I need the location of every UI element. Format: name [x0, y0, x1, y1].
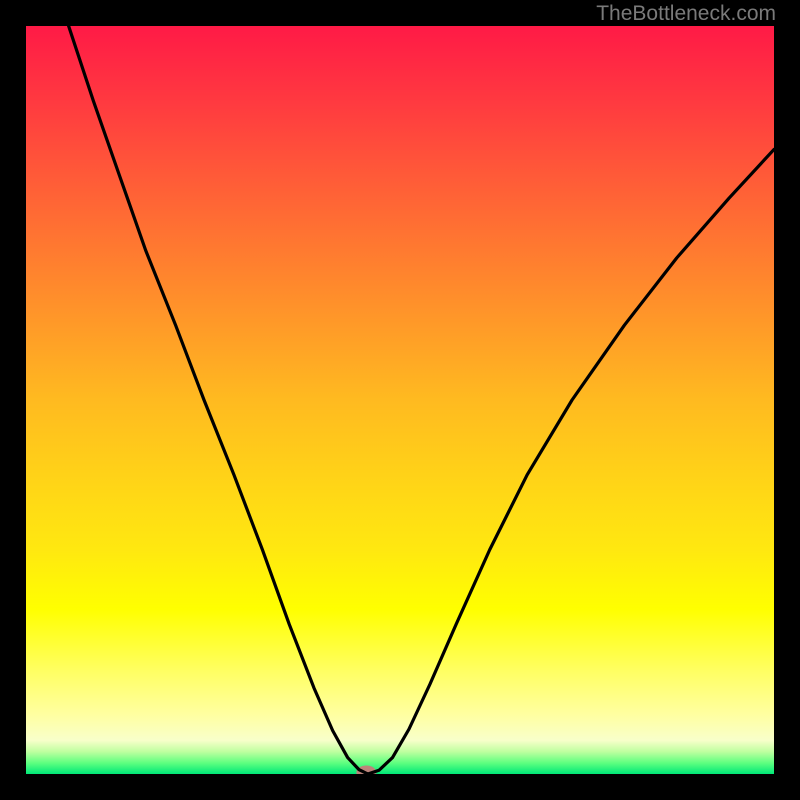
watermark-text: TheBottleneck.com	[596, 2, 776, 26]
bottleneck-curve	[69, 26, 774, 774]
figure-root: TheBottleneck.com	[0, 0, 800, 800]
curve-layer	[26, 26, 774, 774]
plot-area	[26, 26, 774, 774]
